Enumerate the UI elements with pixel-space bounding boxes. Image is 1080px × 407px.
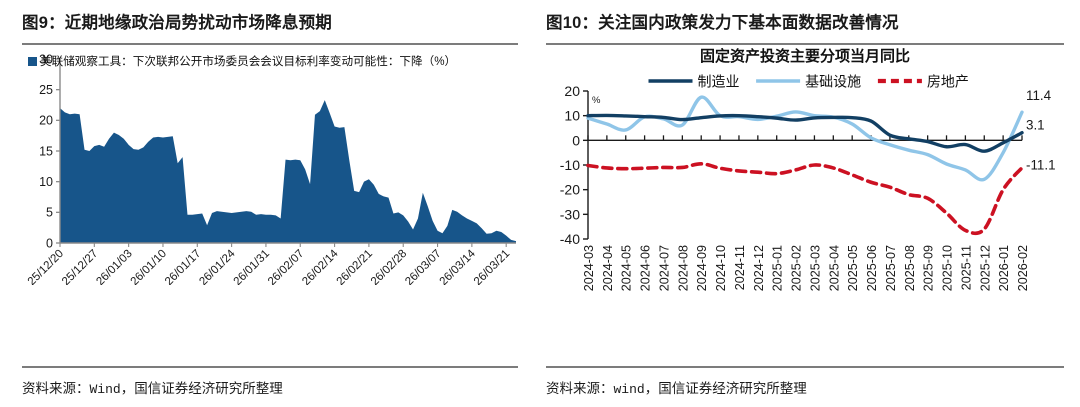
- x-axis-tick-label: 26/03/21: [471, 247, 512, 285]
- y-axis-tick-label: 0: [572, 132, 580, 148]
- x-axis-tick-label: 2024-06: [639, 245, 653, 291]
- x-axis-tick-label: 2024-03: [582, 245, 596, 291]
- legend-label-基础设施: 基础设施: [805, 73, 861, 89]
- y-axis-tick-label: 20: [564, 83, 580, 99]
- figure-10-bottom-divider: [546, 366, 1064, 368]
- y-axis-tick-label: 15: [39, 144, 53, 158]
- x-axis-tick-label: 2026-02: [1016, 245, 1030, 291]
- figure-10-title: 图10：关注国内政策发力下基本面数据改善情况: [546, 14, 899, 32]
- x-axis-tick-label: 2024-07: [657, 245, 671, 291]
- figure-10-top-divider: [546, 43, 1064, 45]
- legend-swatch-icon: [28, 56, 37, 66]
- plot-group: 05101520253025/12/2025/12/2726/01/0326/0…: [25, 52, 516, 285]
- figure-10-chart-area: 固定资产投资主要分项当月同比 制造业 基础设施 房地产 20 10 0 -10 -20 -30 -4…: [546, 45, 1064, 366]
- y-axis-tick-label: -40: [560, 231, 580, 247]
- line-series-制造业: [586, 113, 1024, 153]
- y-axis-tick-label: 20: [39, 114, 53, 128]
- y-axis-tick-label: 5: [46, 206, 53, 220]
- x-axis-tick-label: 2025-08: [903, 245, 917, 291]
- legend-label-制造业: 制造业: [698, 73, 740, 89]
- end-value-label-制造业: 3.1: [1026, 118, 1045, 133]
- y-axis-tick-label: 30: [39, 52, 53, 66]
- end-value-label-基础设施: 11.4: [1026, 88, 1052, 103]
- x-axis-tick-label: 2024-11: [733, 245, 747, 290]
- y-axis-unit-label: %: [592, 95, 601, 106]
- x-axis-tick-label: 2024-05: [620, 245, 634, 291]
- area-series-rate-cut-probability: [60, 100, 516, 243]
- x-axis-tick-label: 2025-09: [922, 245, 936, 291]
- x-axis-tick-label: 2026-01: [997, 245, 1011, 291]
- y-axis-tick-label: -10: [560, 157, 580, 173]
- x-axis-tick-label: 2024-10: [714, 245, 728, 291]
- x-axis-tick-label: 2025-03: [808, 245, 822, 291]
- x-axis-tick-label: 2024-12: [752, 245, 766, 291]
- source-provider: Wind: [89, 382, 121, 397]
- x-axis-tick-label: 2025-07: [884, 245, 898, 291]
- y-axis-tick-label: -20: [560, 182, 580, 198]
- figure-9-chart-area: 美联储观察工具：下次联邦公开市场委员会会议目标利率变动可能性：下降（%） 0 5 1…: [22, 45, 518, 366]
- figure-9-source: 资料来源：Wind，国信证券经济研究所整理: [22, 368, 518, 407]
- source-prefix: 资料来源：: [22, 381, 90, 396]
- source-suffix: ，国信证券经济研究所整理: [120, 381, 283, 396]
- panel-figure-9: 图9：近期地缘政治局势扰动市场降息预期 美联储观察工具：下次联邦公开市场委员会会…: [22, 14, 518, 407]
- x-axis-tick-label: 2025-04: [827, 245, 841, 291]
- x-axis-tick-label: 2025-02: [790, 245, 804, 291]
- figure-9-title: 图9：近期地缘政治局势扰动市场降息预期: [22, 14, 332, 32]
- x-axis-tick-label: 2025-10: [941, 245, 955, 291]
- figure-9-top-divider: [22, 43, 518, 45]
- x-axis-tick-label: 2025-01: [771, 245, 785, 291]
- y-axis-tick-label: 0: [46, 236, 53, 250]
- fedwatch-area-chart: 05101520253025/12/2025/12/2726/01/0326/0…: [25, 52, 516, 285]
- legend-label-fedwatch: 美联储观察工具：下次联邦公开市场委员会会议目标利率变动可能性：下降（%）: [40, 55, 457, 68]
- y-axis-tick-label: 10: [39, 175, 53, 189]
- x-axis-tick-label: 2025-12: [978, 245, 992, 291]
- x-axis-tick-label: 2024-09: [695, 245, 709, 291]
- legend-label-房地产: 房地产: [927, 73, 969, 89]
- source-prefix: 资料来源：: [546, 381, 614, 396]
- x-axis-tick-label: 2024-08: [676, 245, 690, 291]
- figure-9-bottom-divider: [22, 366, 518, 368]
- panel-figure-10: 图10：关注国内政策发力下基本面数据改善情况 固定资产投资主要分项当月同比 制造业…: [540, 0, 1080, 407]
- x-axis-tick-label: 2025-11: [959, 245, 973, 290]
- end-value-label-房地产: -11.1: [1026, 158, 1056, 173]
- y-axis-tick-label: 25: [39, 83, 53, 97]
- source-suffix: ，国信证券经济研究所整理: [644, 381, 807, 396]
- line-series-房地产: [586, 161, 1024, 236]
- y-axis-tick-label: 10: [564, 108, 580, 124]
- x-axis-tick-label: 2025-06: [865, 245, 879, 291]
- source-provider: wind: [613, 382, 645, 397]
- y-axis-tick-label: -30: [560, 206, 580, 222]
- chart-title: 固定资产投资主要分项当月同比: [700, 47, 910, 65]
- x-axis-tick-label: 2024-04: [601, 245, 615, 291]
- figure-9-legend: 美联储观察工具：下次联邦公开市场委员会会议目标利率变动可能性：下降（%）: [28, 53, 456, 69]
- chart-legend: 制造业 基础设施 房地产: [648, 73, 969, 89]
- x-axis-tick-label: 2025-05: [846, 245, 860, 291]
- figure-10-source: 资料来源：wind，国信证券经济研究所整理: [546, 368, 1064, 407]
